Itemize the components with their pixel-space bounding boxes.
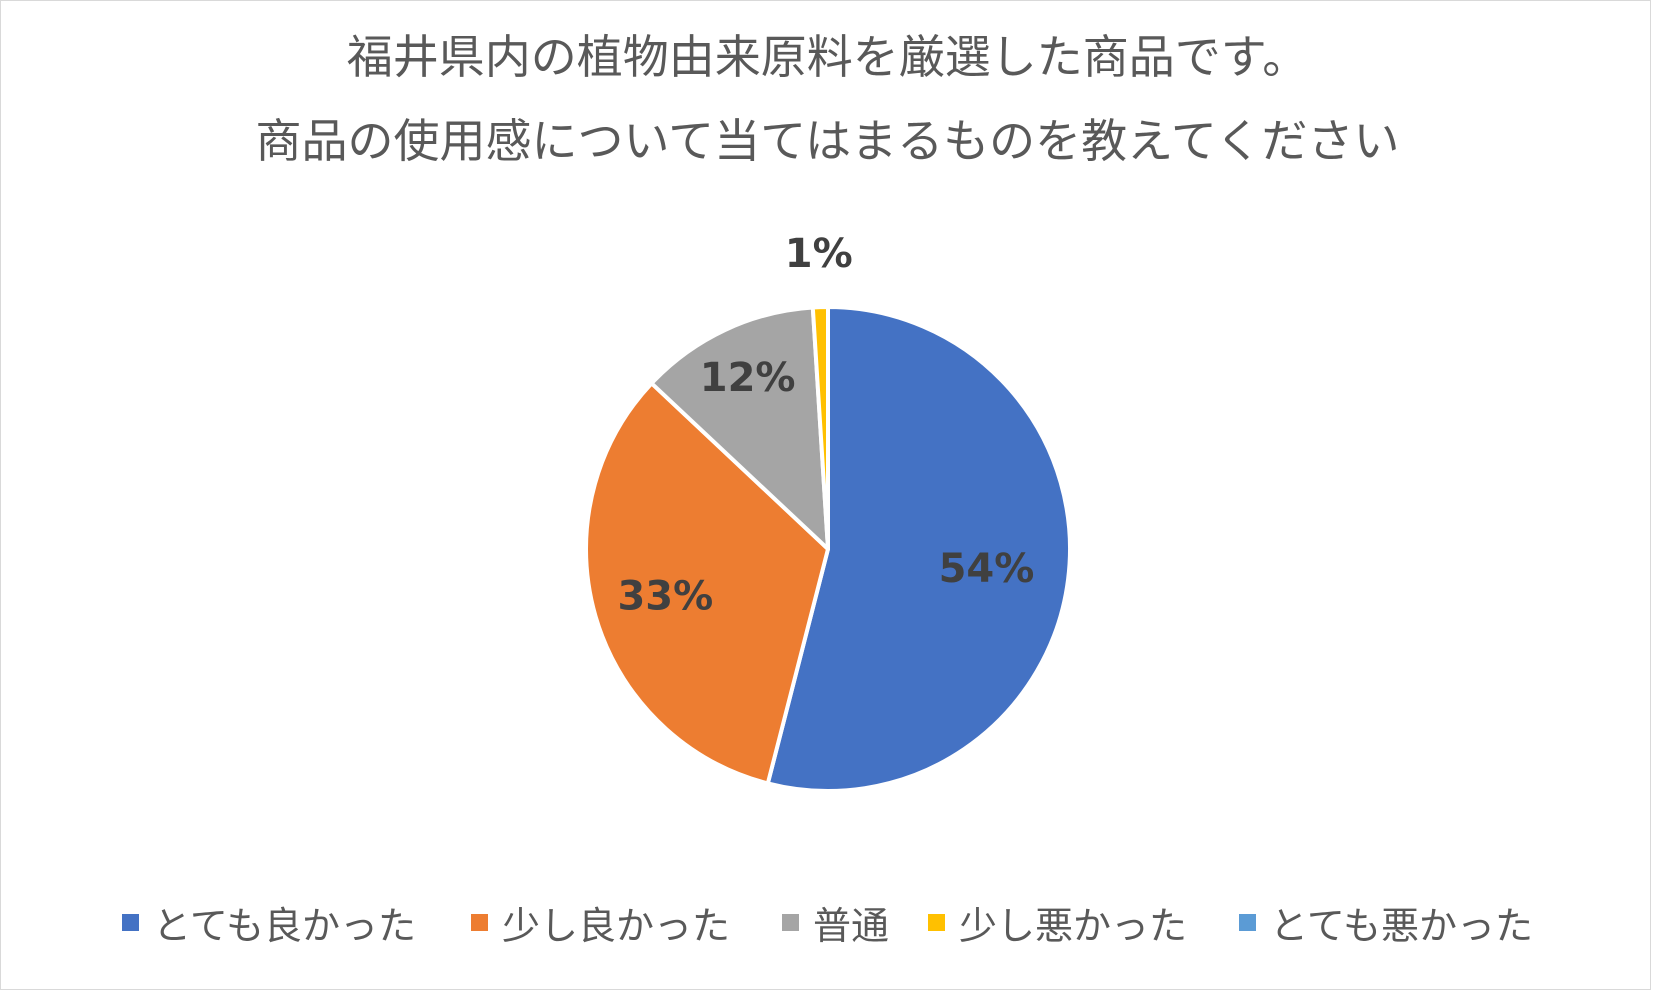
legend-label: 少し良かった [502, 903, 731, 948]
legend-label: 少し悪かった [959, 903, 1188, 948]
legend-label: 普通 [813, 903, 890, 948]
chart-legend: とても良かった 少し良かった 普通 少し悪かった とても悪かった [1, 894, 1653, 950]
data-label-totemo-yokatta: 54% [939, 546, 1035, 592]
pie-slice-sukoshi-warukatta [810, 305, 830, 551]
legend-item-totemo-warukatta: とても悪かった [1239, 894, 1533, 950]
pie-slice-sukoshi-yokatta [584, 381, 830, 786]
data-label-sukoshi-warukatta: 1% [785, 231, 853, 277]
legend-item-futsuu: 普通 [782, 894, 889, 950]
legend-item-sukoshi-warukatta: 少し悪かった [928, 894, 1187, 950]
legend-swatch [1239, 913, 1256, 931]
legend-item-sukoshi-yokatta: 少し良かった [471, 894, 730, 950]
chart-title-line-1: 福井県内の植物由来原料を厳選した商品です。 [346, 30, 1309, 84]
data-label-sukoshi-yokatta: 33% [617, 573, 713, 619]
legend-swatch [928, 913, 945, 931]
legend-label: とても悪かった [1270, 903, 1533, 948]
legend-label: とても良かった [153, 903, 416, 948]
data-label-futsuu: 12% [700, 355, 796, 401]
chart-title-line-2: 商品の使用感について当てはまるものを教えてください [255, 114, 1400, 168]
legend-swatch [782, 913, 799, 931]
legend-item-totemo-yokatta: とても良かった [122, 894, 416, 950]
legend-swatch [471, 913, 488, 931]
legend-swatch [122, 913, 139, 931]
pie-slice-futsuu [649, 305, 830, 551]
pie-slice-totemo-yokatta [765, 305, 1072, 793]
